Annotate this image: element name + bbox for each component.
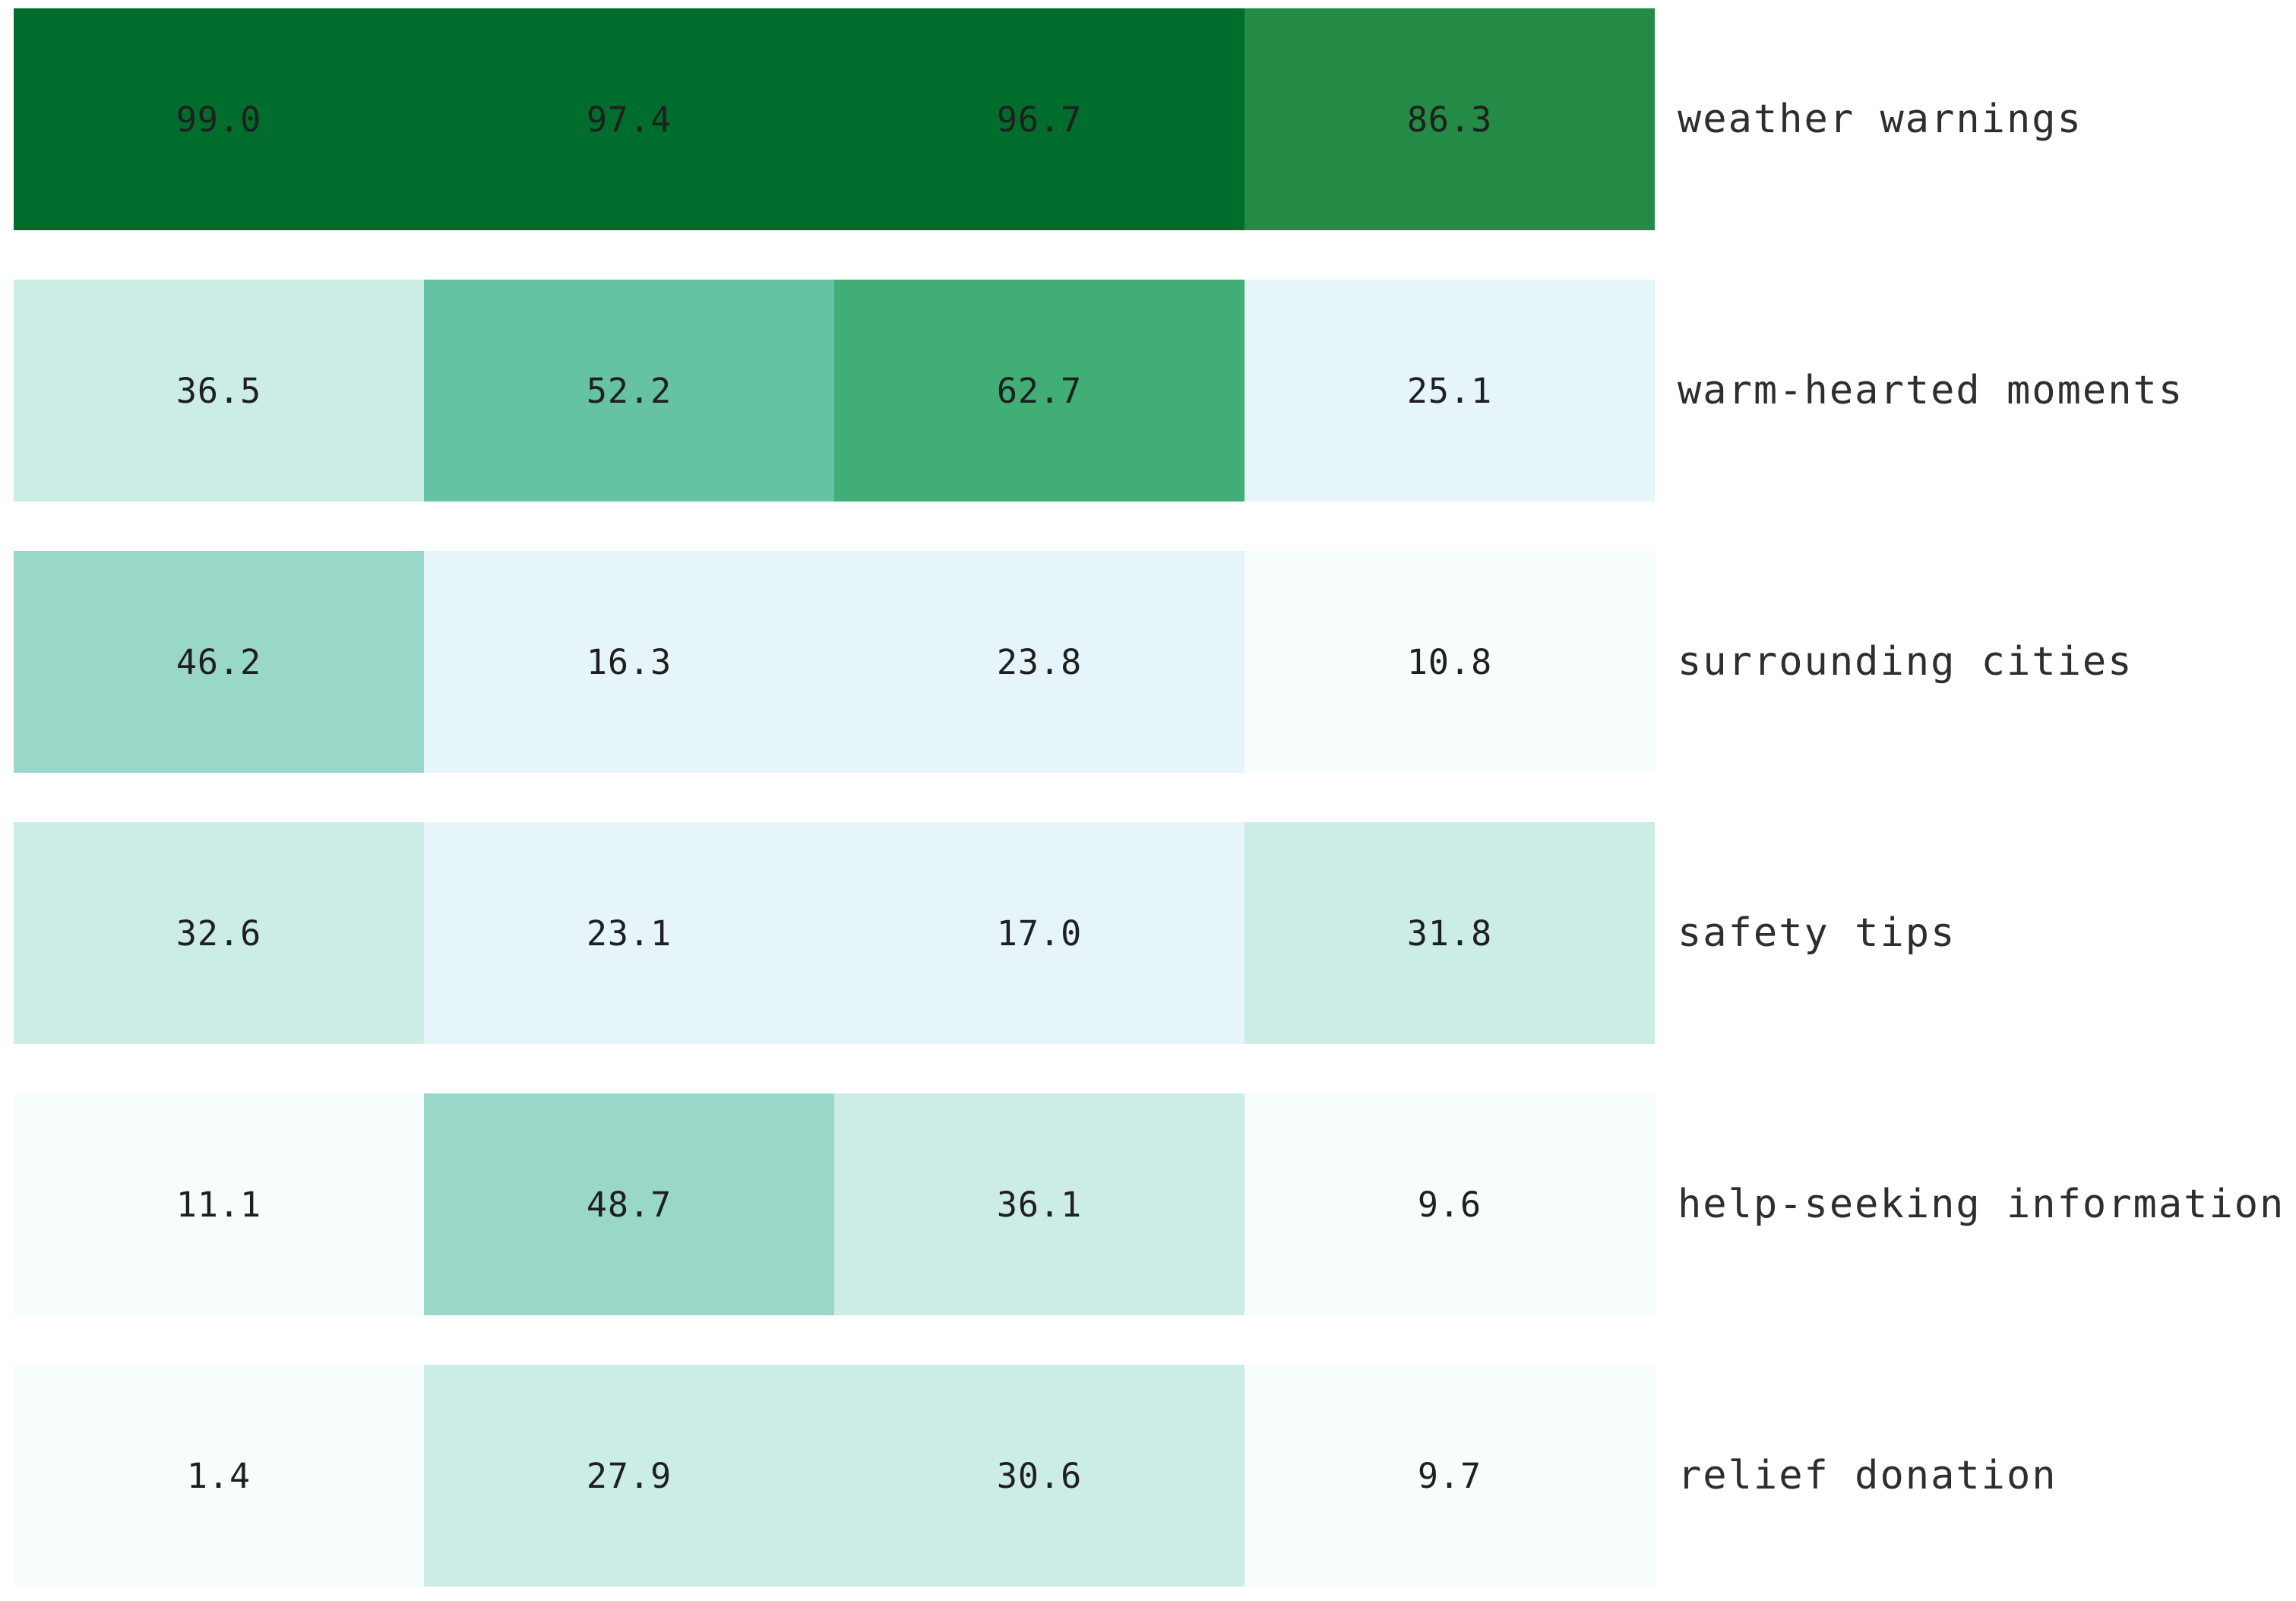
heatmap: 99.0 97.4 96.7 86.3 weather warnings 36.… [14,8,2285,1587]
heatmap-cell: 30.6 [834,1365,1244,1587]
cell-value: 96.7 [996,99,1083,140]
cell-value: 27.9 [586,1455,672,1496]
row-label-box: safety tips [1678,822,1956,1044]
heatmap-cell: 23.1 [424,822,834,1044]
heatmap-cell: 9.7 [1244,1365,1655,1587]
heatmap-row-cells: 99.0 97.4 96.7 86.3 [14,8,1655,230]
heatmap-cell: 36.1 [834,1093,1244,1315]
heatmap-cell: 1.4 [14,1365,424,1587]
cell-value: 46.2 [176,641,262,682]
cell-value: 32.6 [176,913,262,954]
heatmap-row: 36.5 52.2 62.7 25.1 warm-hearted moments [14,280,2285,501]
cell-value: 23.8 [996,641,1083,682]
cell-value: 17.0 [996,913,1083,954]
cell-value: 31.8 [1406,913,1493,954]
heatmap-cell: 17.0 [834,822,1244,1044]
row-label-box: warm-hearted moments [1678,280,2184,501]
heatmap-row-cells: 46.2 16.3 23.8 10.8 [14,551,1655,773]
cell-value: 36.1 [996,1184,1083,1225]
row-label: surrounding cities [1678,639,2133,685]
cell-value: 10.8 [1406,641,1493,682]
cell-value: 30.6 [996,1455,1083,1496]
heatmap-cell: 36.5 [14,280,424,501]
heatmap-row-cells: 1.4 27.9 30.6 9.7 [14,1365,1655,1587]
heatmap-cell: 9.6 [1244,1093,1655,1315]
cell-value: 1.4 [186,1455,251,1496]
cell-value: 36.5 [176,370,262,411]
cell-value: 97.4 [586,99,672,140]
row-label: warm-hearted moments [1678,368,2184,413]
heatmap-cell: 16.3 [424,551,834,773]
cell-value: 25.1 [1406,370,1493,411]
heatmap-row: 32.6 23.1 17.0 31.8 safety tips [14,822,2285,1044]
row-label: relief donation [1678,1453,2057,1498]
heatmap-row: 46.2 16.3 23.8 10.8 surrounding cities [14,551,2285,773]
cell-value: 62.7 [996,370,1083,411]
cell-value: 9.6 [1417,1184,1482,1225]
heatmap-cell: 31.8 [1244,822,1655,1044]
row-label-box: relief donation [1678,1365,2057,1587]
row-label: safety tips [1678,910,1956,956]
heatmap-cell: 32.6 [14,822,424,1044]
cell-value: 52.2 [586,370,672,411]
heatmap-cell: 10.8 [1244,551,1655,773]
heatmap-cell: 52.2 [424,280,834,501]
heatmap-row-cells: 32.6 23.1 17.0 31.8 [14,822,1655,1044]
heatmap-cell: 27.9 [424,1365,834,1587]
heatmap-cell: 48.7 [424,1093,834,1315]
cell-value: 16.3 [586,641,672,682]
heatmap-cell: 23.8 [834,551,1244,773]
heatmap-cell: 11.1 [14,1093,424,1315]
heatmap-cell: 46.2 [14,551,424,773]
heatmap-row: 99.0 97.4 96.7 86.3 weather warnings [14,8,2285,230]
heatmap-cell: 86.3 [1244,8,1655,230]
row-label-box: help-seeking information [1678,1093,2285,1315]
heatmap-row: 1.4 27.9 30.6 9.7 relief donation [14,1365,2285,1587]
heatmap-cell: 96.7 [834,8,1244,230]
heatmap-row-cells: 36.5 52.2 62.7 25.1 [14,280,1655,501]
cell-value: 86.3 [1406,99,1493,140]
cell-value: 48.7 [586,1184,672,1225]
heatmap-row-cells: 11.1 48.7 36.1 9.6 [14,1093,1655,1315]
row-label-box: surrounding cities [1678,551,2133,773]
cell-value: 99.0 [176,99,262,140]
cell-value: 11.1 [176,1184,262,1225]
row-label: weather warnings [1678,97,2083,142]
heatmap-cell: 97.4 [424,8,834,230]
row-label-box: weather warnings [1678,8,2083,230]
cell-value: 9.7 [1417,1455,1482,1496]
cell-value: 23.1 [586,913,672,954]
heatmap-cell: 99.0 [14,8,424,230]
heatmap-cell: 62.7 [834,280,1244,501]
row-label: help-seeking information [1678,1182,2285,1227]
heatmap-cell: 25.1 [1244,280,1655,501]
heatmap-row: 11.1 48.7 36.1 9.6 help-seeking informat… [14,1093,2285,1315]
